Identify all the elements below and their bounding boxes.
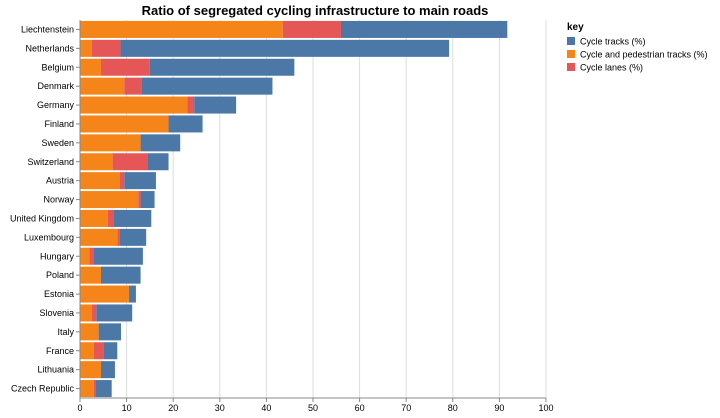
bar-segment <box>141 77 273 95</box>
bar-segment <box>93 342 104 360</box>
bar-segment <box>80 285 129 303</box>
category-label: Italy <box>57 327 74 337</box>
x-tick-label: 80 <box>448 403 458 413</box>
bar-segment <box>80 134 141 152</box>
category-label: Germany <box>37 100 75 110</box>
bar-segment <box>80 39 92 57</box>
bar-segment <box>140 134 181 152</box>
category-label: Norway <box>43 195 74 205</box>
bar-segment <box>112 153 148 171</box>
chart-title: Ratio of segregated cycling infrastructu… <box>142 3 489 18</box>
bar-segment <box>80 247 90 265</box>
bar-segment <box>107 209 115 227</box>
bar-segment <box>100 58 150 76</box>
bar-segment <box>128 285 136 303</box>
bar-segment <box>91 39 121 57</box>
bar-segment <box>194 96 237 114</box>
bar-segment <box>120 39 450 57</box>
x-tick-label: 100 <box>538 403 553 413</box>
category-label: Luxembourg <box>24 232 74 242</box>
bar-segment <box>93 247 143 265</box>
legend-label: Cycle lanes (%) <box>580 63 643 73</box>
category-label: France <box>46 346 74 356</box>
category-label: Hungary <box>40 251 75 261</box>
category-label: Austria <box>46 176 74 186</box>
bar-segment <box>100 266 141 284</box>
bar-segment <box>80 228 118 246</box>
x-tick-label: 90 <box>494 403 504 413</box>
bar-segment <box>119 172 125 190</box>
legend-swatch <box>567 50 575 58</box>
category-label: Netherlands <box>25 43 74 53</box>
bar-segment <box>80 191 139 209</box>
bar-segment <box>282 20 341 38</box>
category-label: Estonia <box>44 289 74 299</box>
bar-segment <box>96 304 133 322</box>
bar-segment <box>80 323 99 341</box>
x-tick-label: 30 <box>215 403 225 413</box>
bar-segment <box>89 247 94 265</box>
bar-segment <box>80 58 101 76</box>
category-label: Slovenia <box>39 308 74 318</box>
bar-segment <box>117 228 120 246</box>
legend-label: Cycle and pedestrian tracks (%) <box>580 50 708 60</box>
bars-layer <box>80 20 508 398</box>
legend-swatch <box>567 63 575 71</box>
bar-segment <box>93 380 96 398</box>
bar-segment <box>80 77 125 95</box>
category-label: Sweden <box>41 138 74 148</box>
bar-segment <box>80 380 94 398</box>
category-label: Lithuania <box>37 365 74 375</box>
bar-segment <box>91 304 97 322</box>
bar-segment <box>80 96 188 114</box>
x-tick-label: 50 <box>308 403 318 413</box>
category-label: Switzerland <box>27 157 74 167</box>
category-label: Liechtenstein <box>21 24 74 34</box>
x-tick-label: 70 <box>401 403 411 413</box>
bar-segment <box>98 323 122 341</box>
bar-segment <box>124 77 142 95</box>
x-tick-label: 60 <box>355 403 365 413</box>
bar-segment <box>340 20 508 38</box>
bar-segment <box>80 342 94 360</box>
category-label: United Kingdom <box>10 213 74 223</box>
legend: key Cycle tracks (%) Cycle and pedestrian… <box>567 22 708 73</box>
bar-segment <box>80 115 169 133</box>
x-tick-label: 10 <box>122 403 132 413</box>
bar-segment <box>100 361 115 379</box>
bar-segment <box>124 172 156 190</box>
category-label: Czech Republic <box>11 384 75 394</box>
bar-segment <box>147 153 169 171</box>
bar-segment <box>80 266 101 284</box>
category-label: Belgium <box>41 62 74 72</box>
bar-segment <box>114 209 152 227</box>
category-label: Poland <box>46 270 74 280</box>
x-tick-label: 0 <box>77 403 82 413</box>
bar-segment <box>80 20 283 38</box>
bar-segment <box>149 58 295 76</box>
bar-segment <box>103 342 118 360</box>
legend-items: Cycle tracks (%) Cycle and pedestrian tra… <box>567 37 708 73</box>
bar-segment <box>80 209 108 227</box>
grid-layer <box>79 20 547 398</box>
bar-segment <box>80 153 113 171</box>
category-label: Denmark <box>37 81 74 91</box>
bar-segment <box>138 191 141 209</box>
bar-segment <box>80 172 120 190</box>
bar-segment <box>95 380 112 398</box>
bar-segment <box>168 115 203 133</box>
bar-segment <box>187 96 195 114</box>
x-tick-label: 20 <box>168 403 178 413</box>
bar-segment <box>140 191 155 209</box>
axis-layer: 0 10 20 30 40 50 60 70 80 90 100 Liechtenstein Nethe… <box>10 20 554 413</box>
legend-label: Cycle tracks (%) <box>580 37 646 47</box>
bar-segment <box>80 361 101 379</box>
legend-swatch <box>567 37 575 45</box>
category-label: Finland <box>44 119 74 129</box>
legend-title: key <box>567 22 584 33</box>
bar-segment <box>119 228 147 246</box>
x-tick-label: 40 <box>261 403 271 413</box>
bar-segment <box>80 304 92 322</box>
